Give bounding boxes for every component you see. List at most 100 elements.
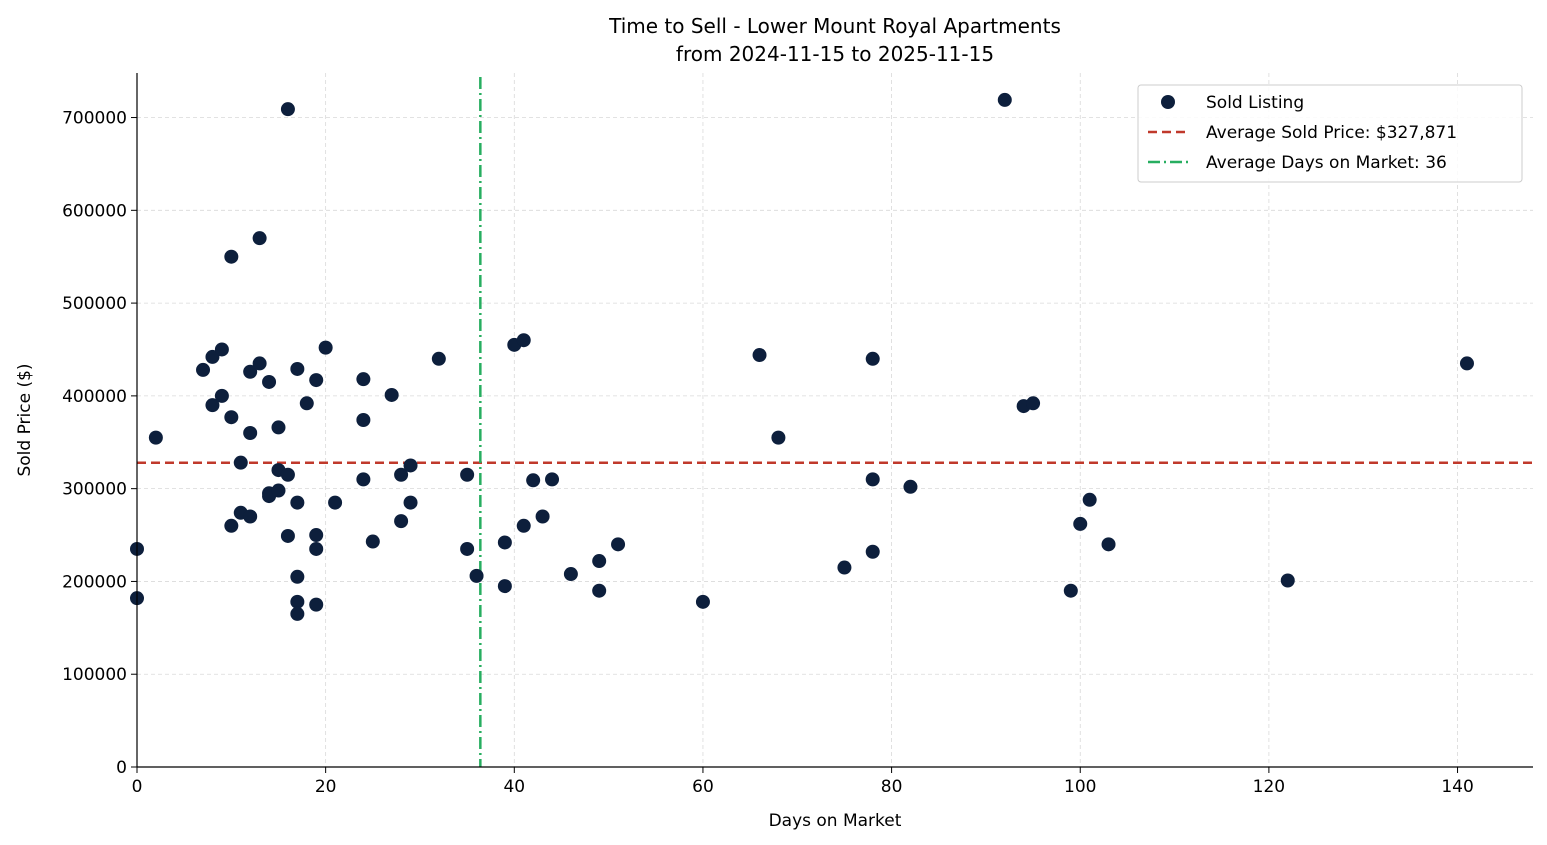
y-tick-label: 200000 (62, 572, 127, 592)
data-point (611, 537, 626, 552)
data-point (394, 514, 409, 529)
data-point (1063, 583, 1078, 598)
data-point (290, 569, 305, 584)
data-point (384, 387, 399, 402)
data-point (771, 430, 786, 445)
y-tick-label: 400000 (62, 387, 127, 407)
data-point (1082, 492, 1097, 507)
x-tick-label: 60 (692, 777, 714, 797)
x-tick-label: 120 (1253, 777, 1285, 797)
data-point (290, 606, 305, 621)
data-point (365, 534, 380, 549)
data-point (1026, 396, 1041, 411)
data-point (997, 92, 1012, 107)
data-point (865, 544, 880, 559)
data-point (309, 528, 324, 543)
x-tick-label: 0 (132, 777, 143, 797)
x-axis-ticks: 0 20 40 60 80 100 120 140 (132, 767, 1474, 797)
data-point (243, 364, 258, 379)
data-point (290, 594, 305, 609)
data-point (563, 567, 578, 582)
legend-marker-sold-listing (1161, 95, 1175, 109)
x-tick-label: 40 (503, 777, 525, 797)
data-points (130, 92, 1474, 621)
data-point (1459, 356, 1474, 371)
data-point (545, 472, 560, 487)
chart-subtitle: from 2024-11-15 to 2025-11-15 (676, 42, 994, 66)
data-point (214, 388, 229, 403)
data-point (535, 509, 550, 524)
data-point (469, 568, 484, 583)
data-point (356, 372, 371, 387)
data-point (243, 425, 258, 440)
data-point (252, 231, 267, 246)
data-point (356, 472, 371, 487)
data-point (903, 479, 918, 494)
data-point (1073, 516, 1088, 531)
legend-label-average-days: Average Days on Market: 36 (1206, 153, 1447, 173)
data-point (592, 583, 607, 598)
legend-label-sold-listing: Sold Listing (1206, 93, 1304, 113)
data-point (592, 554, 607, 569)
y-tick-label: 600000 (62, 201, 127, 221)
data-point (148, 430, 163, 445)
data-point (403, 495, 418, 510)
data-point (497, 535, 512, 550)
data-point (290, 361, 305, 376)
y-tick-label: 300000 (62, 480, 127, 500)
x-axis-label: Days on Market (769, 811, 902, 831)
data-point (837, 560, 852, 575)
y-axis-label: Sold Price ($) (15, 363, 35, 476)
data-point (280, 528, 295, 543)
data-point (318, 340, 333, 355)
data-point (309, 541, 324, 556)
chart-title: Time to Sell - Lower Mount Royal Apartme… (608, 14, 1061, 38)
data-point (224, 518, 239, 533)
data-point (516, 333, 531, 348)
data-point (214, 342, 229, 357)
data-point (328, 495, 343, 510)
reference-lines (137, 77, 1533, 767)
data-point (271, 483, 286, 498)
data-point (290, 495, 305, 510)
data-point (243, 509, 258, 524)
data-point (431, 351, 446, 366)
data-point (205, 349, 220, 364)
y-tick-label: 700000 (62, 109, 127, 129)
legend-label-average-sold-price: Average Sold Price: $327,871 (1206, 123, 1457, 143)
data-point (497, 579, 512, 594)
data-point (224, 410, 239, 425)
data-point (460, 467, 475, 482)
data-point (356, 413, 371, 427)
y-tick-label: 100000 (62, 665, 127, 685)
data-point (233, 455, 248, 470)
x-tick-label: 140 (1441, 777, 1473, 797)
data-point (752, 348, 767, 363)
data-point (205, 398, 220, 413)
data-point (1280, 573, 1295, 588)
y-tick-label: 500000 (62, 294, 127, 314)
data-point (309, 597, 324, 612)
data-point (262, 374, 277, 389)
axes (136, 73, 1533, 768)
data-point (394, 467, 409, 482)
data-point (252, 356, 267, 371)
data-point (280, 102, 295, 117)
data-point (403, 458, 418, 473)
y-axis-ticks: 0 100000 200000 300000 400000 500000 600000 700… (62, 109, 137, 778)
data-point (224, 249, 239, 264)
data-point (695, 594, 710, 609)
legend-box (1137, 84, 1523, 183)
data-point (516, 518, 531, 533)
data-point (309, 373, 324, 388)
data-point (460, 541, 475, 556)
x-tick-label: 20 (315, 777, 337, 797)
data-point (299, 396, 314, 411)
data-point (196, 362, 211, 377)
data-point (865, 351, 880, 366)
data-point (526, 473, 541, 488)
data-point (865, 472, 880, 487)
data-point (271, 420, 286, 435)
